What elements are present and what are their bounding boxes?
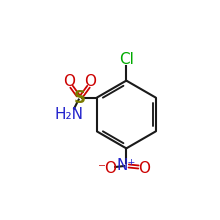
Text: Cl: Cl <box>119 52 134 68</box>
Text: O: O <box>139 161 151 176</box>
Text: O: O <box>84 74 96 89</box>
Text: H₂N: H₂N <box>55 107 84 122</box>
Text: O: O <box>63 74 75 89</box>
Text: S: S <box>74 88 86 106</box>
Text: N⁺: N⁺ <box>117 158 136 173</box>
Text: ⁻O: ⁻O <box>98 161 118 176</box>
